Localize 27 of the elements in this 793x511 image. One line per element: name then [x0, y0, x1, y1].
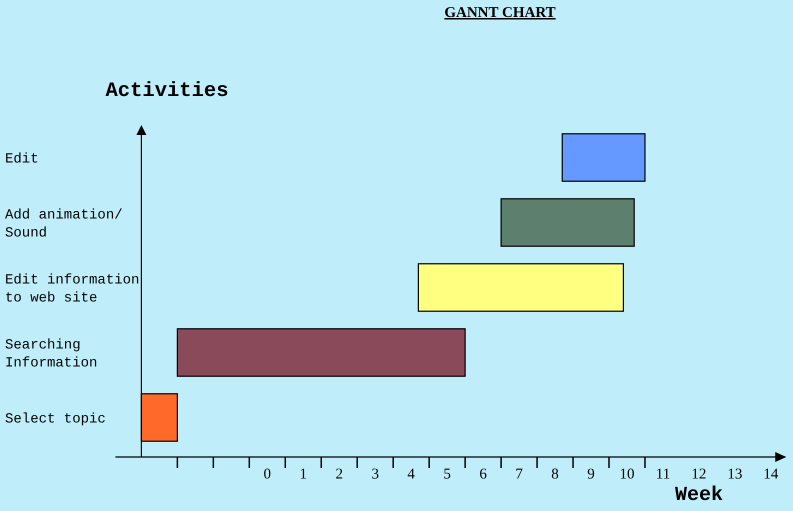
x-tick-label: 4	[407, 466, 416, 483]
x-tick-label: 6	[479, 466, 488, 483]
bar	[500, 198, 635, 247]
x-tick-label: 12	[691, 466, 706, 483]
x-tick-label: 3	[371, 466, 379, 483]
x-tick-label: 14	[763, 466, 779, 483]
x-tick-label: 1	[300, 466, 308, 483]
x-tick-label: 13	[727, 466, 742, 483]
x-axis-title: Week	[674, 484, 724, 507]
y-tick-label: Edit	[5, 152, 39, 168]
bar	[176, 328, 466, 377]
x-tick-label: 0	[264, 466, 272, 483]
y-axis-title: Activities	[105, 80, 229, 103]
bar	[562, 133, 646, 182]
x-tick-label: 10	[619, 466, 634, 483]
x-tick-label: 7	[515, 466, 524, 483]
y-tick-label: Add animation/ Sound	[5, 208, 123, 242]
x-tick-label: 2	[335, 466, 343, 483]
y-tick-label: Searching Information	[5, 338, 98, 372]
chart-title: GANNT CHART	[444, 5, 556, 21]
y-tick-label: Edit information to web site	[5, 272, 140, 306]
x-tick-label: 9	[587, 466, 595, 483]
x-tick-label: 8	[551, 466, 559, 483]
x-tick-label: 11	[656, 466, 670, 483]
y-tick-label: Select topic	[5, 412, 106, 428]
x-tick-label: 5	[443, 466, 451, 483]
bar	[418, 263, 624, 312]
